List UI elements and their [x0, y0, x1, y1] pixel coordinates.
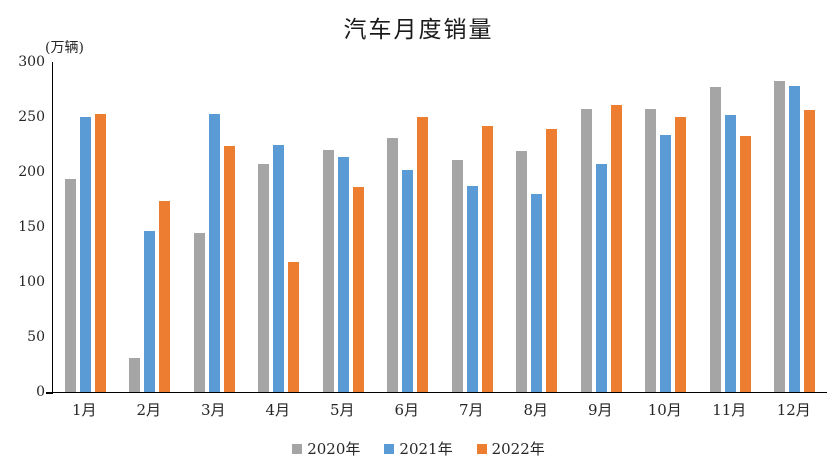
- bar-2022-m12: [804, 110, 816, 392]
- x-axis-label-m1: 1月: [71, 401, 97, 419]
- x-axis-label-m3: 3月: [200, 401, 226, 419]
- bar-group-m2: [118, 62, 183, 392]
- bar-group-m6: [376, 62, 441, 392]
- bar-2022-m4: [288, 262, 300, 392]
- bar-2021-m1: [79, 117, 91, 392]
- bar-2022-m1: [94, 113, 106, 392]
- legend-label: 2020年: [307, 440, 361, 458]
- legend-swatch-2022: [476, 443, 487, 454]
- bar-2020-m7: [451, 159, 463, 392]
- bar-2022-m6: [417, 117, 429, 392]
- bar-2022-m5: [352, 187, 364, 392]
- legend-label: 2021年: [399, 440, 453, 458]
- bar-group-m11: [698, 62, 763, 392]
- bar-2021-m7: [466, 186, 478, 392]
- y-tick-label: 250: [18, 109, 45, 125]
- bar-2020-m12: [774, 80, 786, 392]
- x-axis-label-m8: 8月: [523, 401, 549, 419]
- bar-2020-m6: [387, 137, 399, 392]
- bar-group-m5: [311, 62, 376, 392]
- legend-swatch-2020: [292, 443, 303, 454]
- bar-group-m8: [505, 62, 570, 392]
- x-axis-label-m12: 12月: [776, 401, 811, 419]
- legend-item-2022: 2022年: [476, 438, 545, 459]
- bar-2020-m11: [709, 87, 721, 392]
- bar-2020-m10: [645, 109, 657, 392]
- bar-group-m10: [634, 62, 699, 392]
- bar-group-m4: [247, 62, 312, 392]
- legend: 2020年 2021年 2022年: [0, 438, 837, 459]
- x-axis-label-m5: 5月: [329, 401, 355, 419]
- bar-group-m12: [763, 62, 828, 392]
- y-tick-label: 100: [18, 274, 45, 290]
- bar-2022-m3: [223, 145, 235, 392]
- x-axis-label-m10: 10月: [647, 401, 682, 419]
- bar-2022-m2: [159, 200, 171, 392]
- bar-2021-m12: [789, 86, 801, 392]
- bar-2022-m11: [739, 135, 751, 392]
- y-axis-unit-label: (万辆): [45, 40, 84, 56]
- bar-2021-m5: [337, 156, 349, 392]
- x-axis-label-m6: 6月: [394, 401, 420, 419]
- y-tick-label: 200: [18, 164, 45, 180]
- y-tick-label: 300: [18, 54, 45, 70]
- bar-group-m3: [182, 62, 247, 392]
- y-tick-label: 150: [18, 219, 45, 235]
- bar-2022-m10: [675, 117, 687, 392]
- bar-2020-m4: [258, 164, 270, 392]
- y-axis-tick-labels: 0 50 100 150 200 250 300: [0, 54, 45, 400]
- bar-2021-m6: [402, 169, 414, 392]
- bar-group-m1: [53, 62, 118, 392]
- bar-2022-m8: [546, 129, 558, 392]
- bar-2022-m9: [610, 104, 622, 392]
- bar-2020-m8: [516, 151, 528, 392]
- bar-2021-m8: [531, 194, 543, 392]
- legend-label: 2022年: [491, 440, 545, 458]
- y-tick-label: 50: [27, 329, 45, 345]
- x-axis-label-m9: 9月: [587, 401, 613, 419]
- bar-2020-m5: [322, 150, 334, 392]
- bar-2021-m9: [595, 164, 607, 392]
- legend-swatch-2021: [384, 443, 395, 454]
- bar-2021-m4: [273, 144, 285, 392]
- x-axis-labels: 1月 2月 3月 4月 5月 6月 7月 8月 9月 10月 11月 12月: [52, 399, 826, 420]
- chart-title: 汽车月度销量: [343, 17, 494, 43]
- bar-2022-m7: [481, 125, 493, 392]
- x-axis-label-m2: 2月: [136, 401, 162, 419]
- y-axis-zero-tick: [46, 392, 53, 394]
- bar-2020-m3: [193, 232, 205, 392]
- plot-area: [46, 62, 827, 394]
- bar-group-m7: [440, 62, 505, 392]
- bar-2021-m2: [144, 231, 156, 392]
- bar-2020-m1: [64, 178, 76, 392]
- bar-2021-m11: [724, 114, 736, 392]
- y-tick-label: 0: [36, 384, 45, 400]
- legend-item-2021: 2021年: [384, 438, 453, 459]
- bar-2020-m9: [580, 109, 592, 392]
- x-axis-label-m11: 11月: [712, 401, 747, 419]
- legend-item-2020: 2020年: [292, 438, 360, 459]
- bar-2021-m3: [208, 113, 220, 392]
- bar-2020-m2: [129, 357, 141, 392]
- x-axis-label-m4: 4月: [265, 401, 291, 419]
- bar-group-m9: [569, 62, 634, 392]
- plot-bars: [53, 62, 827, 392]
- x-axis-label-m7: 7月: [458, 401, 484, 419]
- bar-2021-m10: [660, 134, 672, 392]
